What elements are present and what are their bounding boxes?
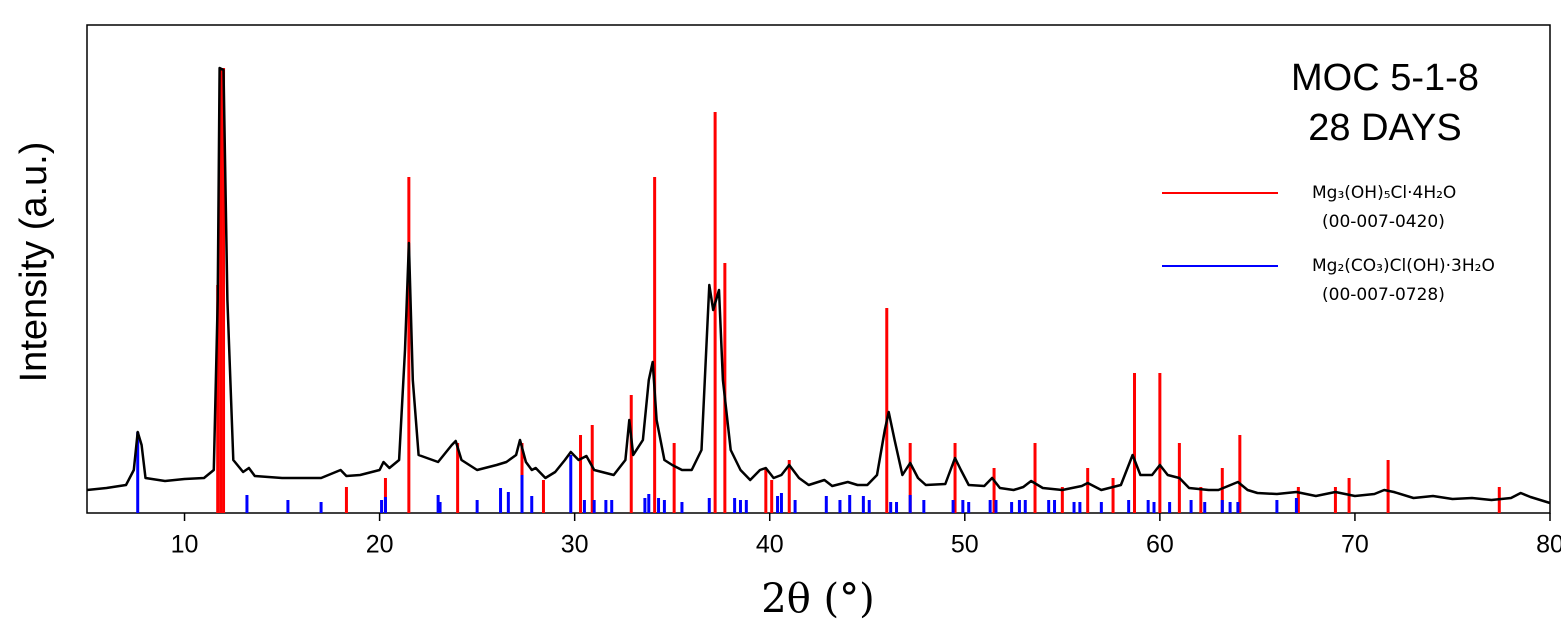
x-tick-label: 70 [1341, 531, 1369, 559]
x-tick-label: 30 [561, 531, 589, 559]
x-tick-label: 50 [951, 531, 979, 559]
x-tick-label: 80 [1536, 531, 1561, 559]
legend-code: (00-007-0420) [1322, 212, 1445, 232]
chart-subtitle: 28 DAYS [1308, 107, 1461, 149]
x-tick-label: 10 [171, 531, 199, 559]
x-tick-label: 20 [366, 531, 394, 559]
x-tick-label: 60 [1146, 531, 1174, 559]
legend-code: (00-007-0728) [1322, 285, 1445, 305]
x-tick-label: 40 [756, 531, 784, 559]
chart-title: MOC 5-1-8 [1291, 57, 1479, 99]
x-axis-label: 2θ (°) [761, 576, 874, 622]
pattern-line [86, 66, 1551, 505]
plot-frame [86, 24, 1551, 514]
legend-label: Mg₃(OH)₅Cl·4H₂O [1312, 183, 1456, 203]
y-axis-label: Intensity (a.u.) [13, 142, 55, 383]
legend-label: Mg₂(CO₃)Cl(OH)·3H₂O [1312, 256, 1495, 276]
